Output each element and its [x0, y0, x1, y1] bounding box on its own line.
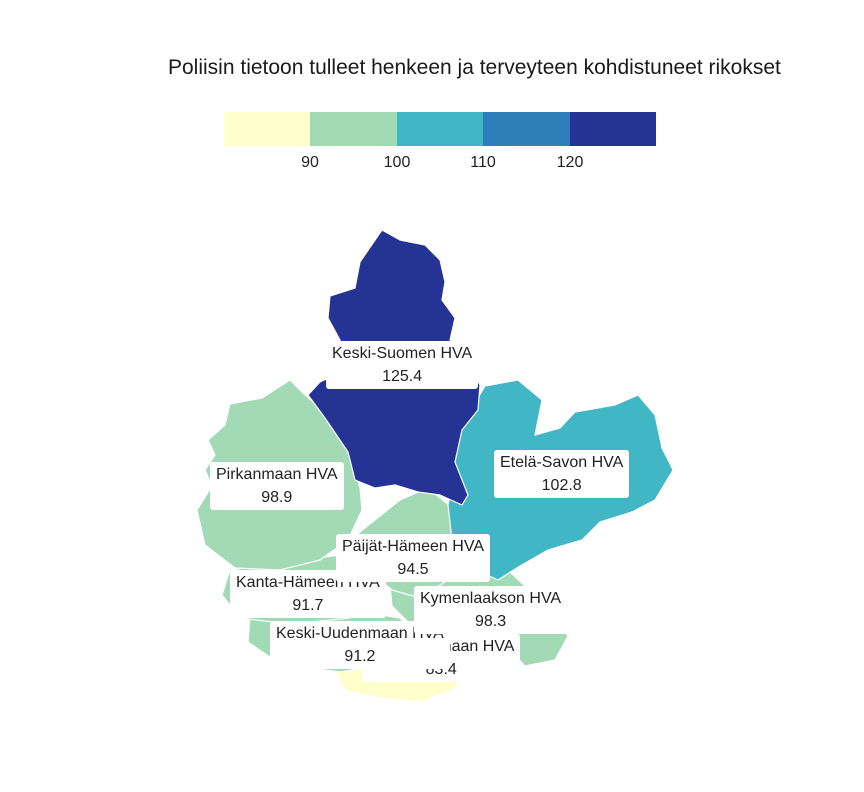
- map-title: Poliisin tietoon tulleet henkeen ja terv…: [168, 56, 781, 79]
- legend-tick-110: 110: [470, 154, 496, 171]
- label-kymenlaakso: Kymenlaakson HVA 98.3: [414, 586, 568, 634]
- legend-tick-120: 120: [556, 154, 584, 171]
- label-pirkanmaa: Pirkanmaan HVA 98.9: [210, 462, 344, 510]
- color-legend: [224, 112, 657, 146]
- legend-swatch-1: [224, 112, 311, 146]
- label-etela-savo: Etelä-Savon HVA 102.8: [494, 450, 630, 498]
- legend-swatch-3: [396, 112, 484, 146]
- legend-swatch-5: [569, 112, 657, 146]
- legend-swatch-2: [310, 112, 397, 146]
- legend-tick-90: 90: [301, 154, 319, 171]
- legend-tick-100: 100: [383, 154, 411, 171]
- label-keski-suomi: Keski-Suomen HVA 125.4: [326, 341, 479, 389]
- legend-swatch-4: [483, 112, 570, 146]
- label-paijat-hame: Päijät-Hämeen HVA 94.5: [336, 534, 490, 582]
- label-keski-uusimaa: Keski-Uudenmaan HVA 91.2: [270, 621, 450, 669]
